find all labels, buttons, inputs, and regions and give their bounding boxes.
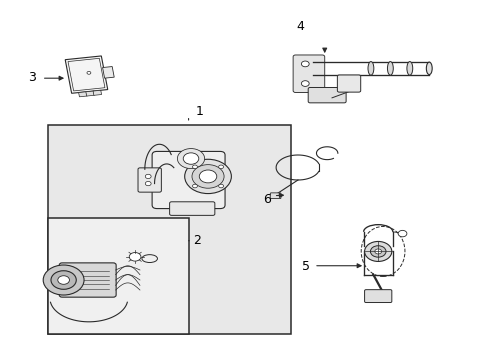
FancyBboxPatch shape	[169, 202, 214, 215]
Ellipse shape	[386, 62, 392, 75]
Circle shape	[145, 174, 151, 179]
Text: 3: 3	[28, 71, 36, 84]
Circle shape	[364, 242, 391, 261]
Circle shape	[374, 249, 381, 254]
Text: 2: 2	[193, 234, 201, 247]
Circle shape	[184, 159, 231, 194]
Text: 1: 1	[196, 105, 203, 118]
FancyBboxPatch shape	[138, 168, 161, 192]
Circle shape	[58, 276, 69, 284]
Circle shape	[129, 252, 141, 261]
Text: 6: 6	[263, 193, 271, 206]
Circle shape	[199, 170, 216, 183]
Circle shape	[192, 184, 197, 188]
Polygon shape	[86, 91, 94, 96]
Polygon shape	[79, 92, 87, 97]
Circle shape	[87, 71, 91, 74]
FancyBboxPatch shape	[152, 152, 224, 208]
Circle shape	[218, 184, 223, 188]
Circle shape	[192, 165, 197, 168]
Polygon shape	[102, 67, 114, 78]
FancyBboxPatch shape	[270, 193, 281, 199]
Circle shape	[51, 271, 76, 289]
Ellipse shape	[426, 62, 431, 75]
FancyBboxPatch shape	[364, 290, 391, 302]
Bar	[47, 217, 188, 334]
Ellipse shape	[406, 62, 412, 75]
Ellipse shape	[367, 62, 373, 75]
Circle shape	[183, 153, 199, 164]
Circle shape	[192, 165, 224, 188]
Circle shape	[145, 181, 151, 186]
Polygon shape	[93, 90, 102, 95]
FancyBboxPatch shape	[292, 55, 324, 93]
Circle shape	[301, 61, 308, 67]
Circle shape	[43, 265, 84, 295]
Circle shape	[218, 165, 223, 168]
FancyBboxPatch shape	[59, 263, 116, 297]
Text: 5: 5	[302, 260, 309, 273]
FancyBboxPatch shape	[337, 75, 360, 92]
Circle shape	[370, 246, 385, 257]
Circle shape	[397, 230, 406, 237]
Polygon shape	[65, 56, 107, 93]
Bar	[47, 125, 290, 334]
Circle shape	[301, 81, 308, 86]
Text: 4: 4	[296, 20, 304, 33]
FancyBboxPatch shape	[307, 87, 346, 103]
Circle shape	[177, 149, 204, 168]
